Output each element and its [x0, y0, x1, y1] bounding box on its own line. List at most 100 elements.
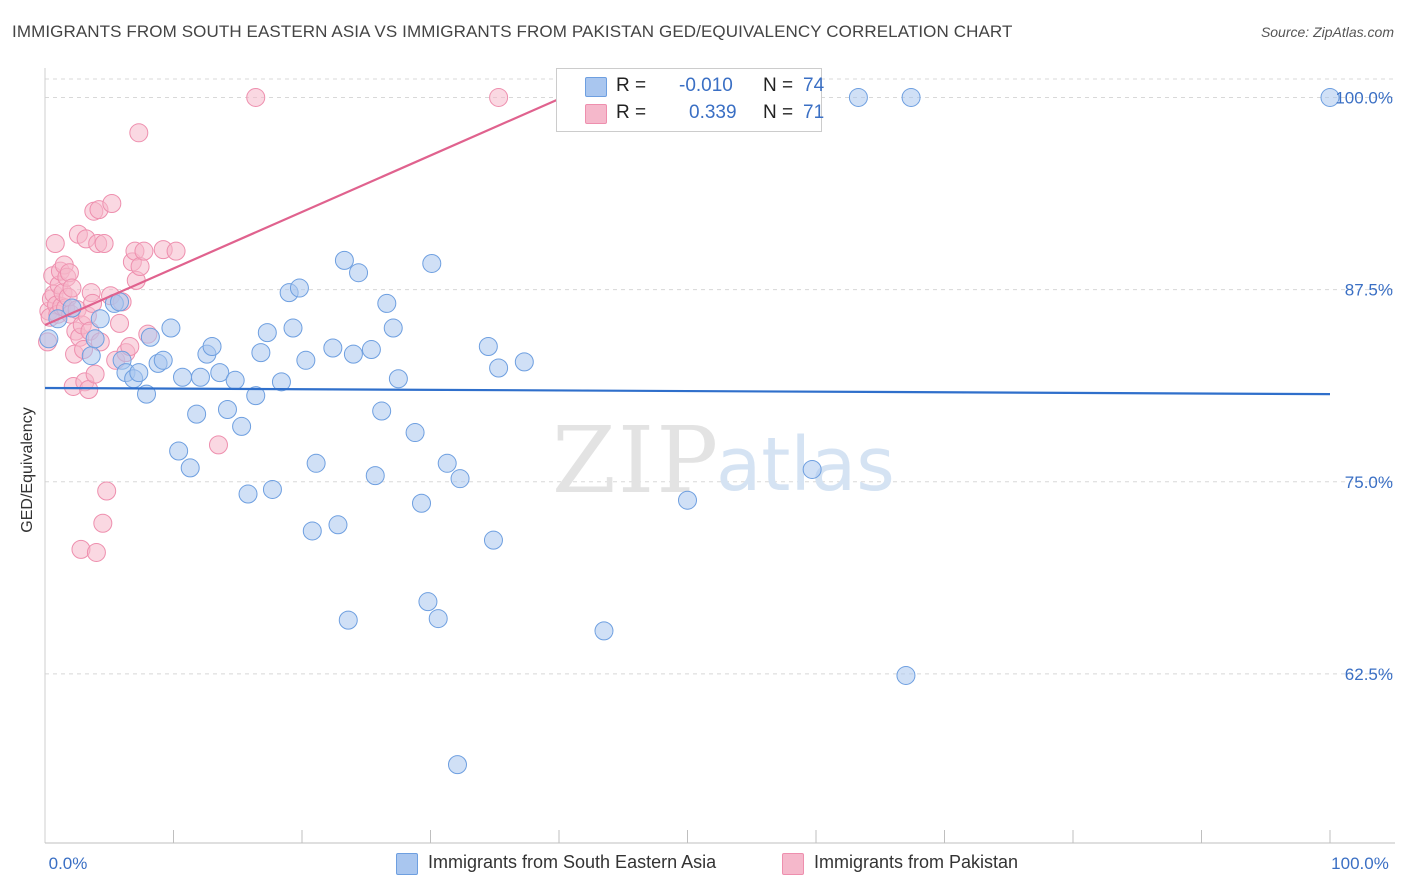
y-axis-label: GED/Equivalency [19, 407, 36, 533]
scatter-point-south-eastern-asia [169, 441, 189, 461]
scatter-point-south-eastern-asia [383, 318, 403, 338]
scatter-point-south-eastern-asia [328, 515, 348, 535]
watermark: ZIP atlas [552, 407, 895, 514]
scatter-point-south-eastern-asia [161, 318, 181, 338]
legend-n-label: N = [763, 75, 794, 96]
scatter-point-pakistan [166, 241, 186, 261]
trend-line-pakistan [44, 97, 560, 326]
scatter-point-south-eastern-asia [283, 318, 303, 338]
scatter-point-south-eastern-asia [1320, 87, 1340, 107]
scatter-point-south-eastern-asia [289, 278, 309, 298]
scatter-point-pakistan [208, 435, 228, 455]
scatter-point-south-eastern-asia [251, 343, 271, 363]
bottom-legend-swatch-pink [782, 853, 804, 875]
legend-r-value: -0.010 [679, 75, 733, 96]
scatter-point-south-eastern-asia [190, 367, 210, 387]
legend-n-label: N = [763, 102, 794, 123]
scatter-point-south-eastern-asia [514, 352, 534, 372]
scatter-point-south-eastern-asia [323, 338, 343, 358]
scatter-point-south-eastern-asia [437, 453, 457, 473]
scatter-point-pakistan [110, 313, 130, 333]
legend-r-value: 0.339 [689, 102, 737, 123]
scatter-point-south-eastern-asia [349, 263, 369, 283]
scatter-point-pakistan [86, 542, 106, 562]
scatter-point-pakistan [489, 87, 509, 107]
y-tick-label: 62.5% [1345, 665, 1393, 684]
scatter-point-pakistan [129, 123, 149, 143]
scatter-point-south-eastern-asia [257, 323, 277, 343]
axis-layer [44, 68, 1395, 844]
bottom-legend-label: Immigrants from South Eastern Asia [428, 852, 717, 872]
scatter-point-south-eastern-asia [412, 493, 432, 513]
scatter-point-south-eastern-asia [306, 453, 326, 473]
legend-r-label: R = [616, 102, 647, 123]
points-layer [38, 87, 1340, 775]
scatter-point-south-eastern-asia [489, 358, 509, 378]
scatter-point-south-eastern-asia [39, 329, 59, 349]
trend-layer [44, 97, 1331, 396]
x-tick-label: 100.0% [1331, 854, 1389, 873]
chart-title: IMMIGRANTS FROM SOUTH EASTERN ASIA VS IM… [12, 22, 1013, 41]
scatter-point-pakistan [93, 513, 113, 533]
y-tick-label: 87.5% [1345, 281, 1393, 300]
scatter-point-south-eastern-asia [302, 521, 322, 541]
scatter-point-south-eastern-asia [172, 367, 192, 387]
scatter-point-south-eastern-asia [422, 253, 442, 273]
scatter-point-south-eastern-asia [338, 610, 358, 630]
bottom-legend-swatch-blue [396, 853, 418, 875]
scatter-point-pakistan [71, 539, 91, 559]
scatter-point-south-eastern-asia [418, 592, 438, 612]
scatter-point-south-eastern-asia [262, 479, 282, 499]
scatter-point-south-eastern-asia [271, 372, 291, 392]
scatter-point-south-eastern-asia [343, 344, 363, 364]
legend-n-value: 74 [803, 75, 825, 96]
scatter-point-south-eastern-asia [483, 530, 503, 550]
scatter-point-south-eastern-asia [405, 423, 425, 443]
x-tick-label: 0.0% [49, 854, 88, 873]
scatter-point-pakistan [246, 87, 266, 107]
scatter-point-south-eastern-asia [428, 609, 448, 629]
scatter-point-south-eastern-asia [896, 665, 916, 685]
legend-n-value: 71 [803, 102, 825, 123]
scatter-point-south-eastern-asia [137, 384, 157, 404]
scatter-point-south-eastern-asia [140, 327, 160, 347]
scatter-point-south-eastern-asia [388, 369, 408, 389]
scatter-point-south-eastern-asia [90, 309, 110, 329]
scatter-point-south-eastern-asia [85, 329, 105, 349]
scatter-point-south-eastern-asia [225, 370, 245, 390]
scatter-point-south-eastern-asia [361, 340, 381, 360]
scatter-point-south-eastern-asia [802, 459, 822, 479]
scatter-point-south-eastern-asia [210, 363, 230, 383]
scatter-point-south-eastern-asia [246, 386, 266, 406]
grid-layer [45, 78, 1395, 675]
scatter-point-pakistan [45, 233, 65, 253]
legend-swatch-blue [585, 77, 607, 97]
correlation-legend: R = -0.010 N = 74 R = 0.339 N = 71 [556, 68, 825, 132]
scatter-point-pakistan [102, 194, 122, 214]
scatter-point-south-eastern-asia [450, 469, 470, 489]
source-label: Source: ZipAtlas.com [1260, 24, 1394, 40]
scatter-point-south-eastern-asia [377, 293, 397, 313]
y-tick-label: 100.0% [1335, 88, 1393, 107]
trend-line-south-eastern-asia [44, 386, 1331, 396]
scatter-point-south-eastern-asia [153, 350, 173, 370]
scatter-point-pakistan [94, 233, 114, 253]
scatter-point-pakistan [62, 278, 82, 298]
scatter-point-south-eastern-asia [678, 490, 697, 510]
scatter-point-south-eastern-asia [901, 87, 921, 107]
scatter-point-south-eastern-asia [238, 484, 258, 504]
scatter-point-south-eastern-asia [129, 363, 149, 383]
bottom-legend-label: Immigrants from Pakistan [814, 852, 1019, 872]
scatter-point-south-eastern-asia [81, 346, 101, 366]
scatter-point-south-eastern-asia [232, 416, 252, 436]
scatter-point-south-eastern-asia [187, 404, 207, 424]
scatter-point-south-eastern-asia [372, 401, 392, 421]
scatter-point-south-eastern-asia [447, 755, 467, 775]
y-tick-label: 75.0% [1345, 473, 1393, 492]
scatter-point-south-eastern-asia [296, 350, 316, 370]
legend-r-label: R = [616, 75, 647, 96]
scatter-point-pakistan [85, 364, 105, 384]
tick-label-layer: 62.5% 75.0% 87.5% 100.0% 0.0% 100.0% [49, 88, 1393, 873]
scatter-point-south-eastern-asia [848, 87, 868, 107]
scatter-point-south-eastern-asia [180, 458, 200, 478]
